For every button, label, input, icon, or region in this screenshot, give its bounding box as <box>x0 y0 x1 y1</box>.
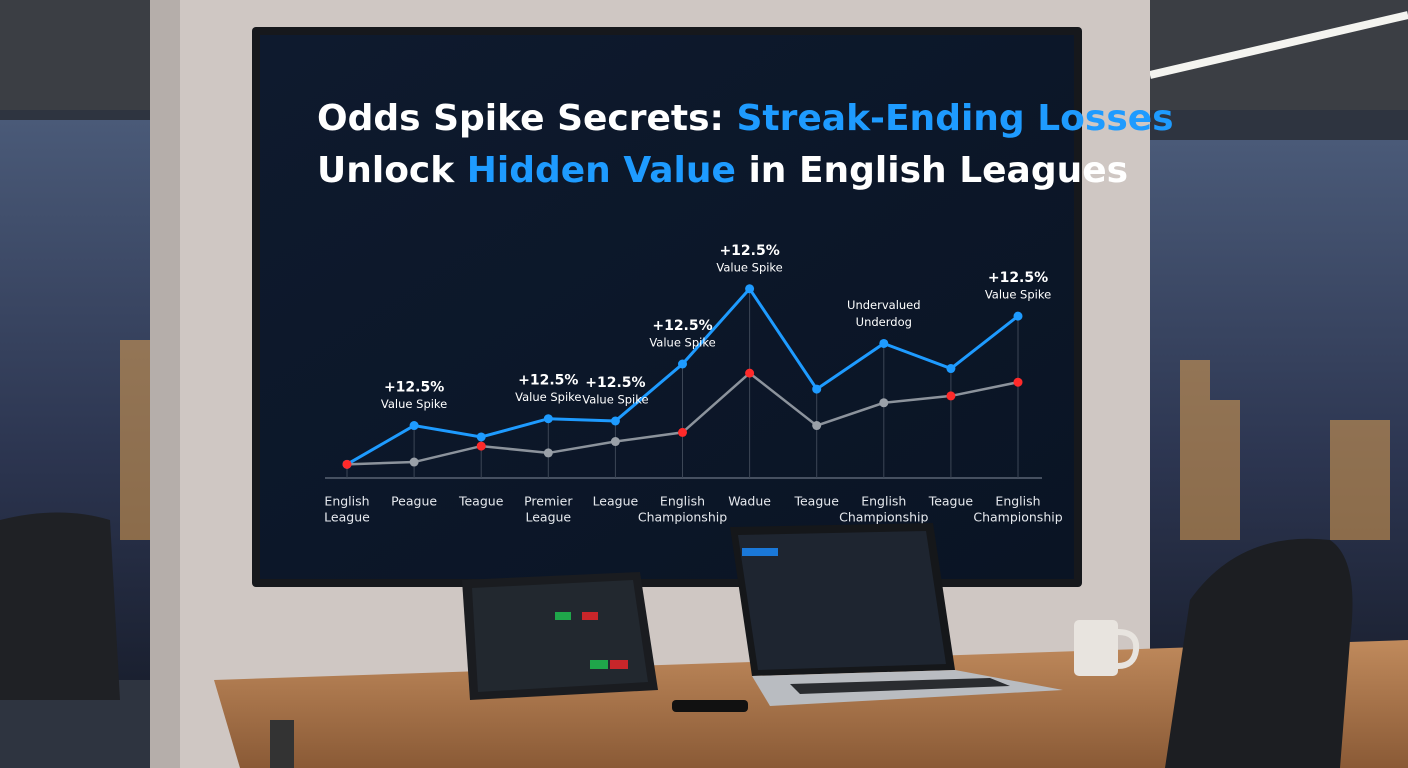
annotation: +12.5% <box>518 373 578 389</box>
title-line: Unlock Hidden Value in English Leagues <box>317 150 1128 191</box>
city-lights <box>120 340 1390 540</box>
laptop-tab <box>742 548 778 556</box>
x-tick-label: Championship <box>839 510 928 525</box>
x-tick-label: Teague <box>793 494 839 509</box>
keyboard <box>790 678 1010 694</box>
x-tick-label: English <box>324 494 369 509</box>
point <box>543 448 553 458</box>
title-segment: Odds Spike Secrets: <box>317 98 736 139</box>
x-tick-label: Teague <box>928 494 974 509</box>
annotation: Value Spike <box>649 336 715 350</box>
annotation: +12.5% <box>585 375 645 391</box>
annotation: Value Spike <box>985 288 1051 302</box>
annotation: +12.5% <box>719 243 779 259</box>
x-tick-label: League <box>525 510 571 525</box>
tablet-cells <box>582 612 628 669</box>
title-segment: Unlock <box>317 150 467 191</box>
annotation: +12.5% <box>652 318 712 334</box>
desk-leg <box>270 720 294 768</box>
annotation: Undervalued <box>847 298 921 312</box>
tablet-cells <box>555 612 608 669</box>
annotation: +12.5% <box>384 380 444 396</box>
point <box>946 391 956 401</box>
chair-left <box>0 512 120 700</box>
point <box>476 432 486 442</box>
annotation: Value Spike <box>716 260 782 274</box>
x-tick-label: Peague <box>391 494 437 509</box>
point <box>1013 311 1023 321</box>
point <box>678 359 687 369</box>
point <box>812 421 822 431</box>
mug-handle <box>1117 629 1140 669</box>
point <box>476 441 486 451</box>
mug <box>1074 620 1118 676</box>
point <box>543 414 553 424</box>
annotation: +12.5% <box>988 270 1048 286</box>
point <box>409 457 419 467</box>
tablet-screen <box>472 580 648 692</box>
point <box>342 459 352 469</box>
wall-edge <box>150 0 180 768</box>
annotation: Value Spike <box>381 397 447 411</box>
x-tick-label: League <box>324 510 370 525</box>
point <box>409 421 419 431</box>
x-tick-label: English <box>995 494 1040 509</box>
point <box>879 398 889 408</box>
tv-screen <box>260 35 1074 579</box>
ceiling-light <box>1149 11 1408 79</box>
annotation: Value Spike <box>515 390 581 404</box>
title-segment: in English Leagues <box>736 150 1128 191</box>
x-tick-label: Premier <box>524 494 573 509</box>
point <box>610 416 620 426</box>
point <box>946 364 956 374</box>
title-segment: Hidden Value <box>467 150 736 191</box>
point <box>745 368 755 378</box>
x-tick-label: English <box>861 494 906 509</box>
point <box>610 437 620 447</box>
phone <box>672 700 748 712</box>
x-tick-label: Wadue <box>728 494 771 509</box>
point <box>1013 377 1023 387</box>
x-tick-label: Championship <box>973 510 1062 525</box>
annotation: Value Spike <box>582 393 648 407</box>
annotation: Underdog <box>856 315 912 329</box>
title-line: Odds Spike Secrets: Streak-Ending Losses <box>317 98 1174 139</box>
point <box>745 284 755 294</box>
point <box>678 427 687 437</box>
title-segment: Streak-Ending Losses <box>736 98 1173 139</box>
x-tick-label: League <box>593 494 639 509</box>
chair <box>1165 538 1353 768</box>
point <box>812 384 822 394</box>
laptop-screen <box>738 531 946 670</box>
x-tick-label: Teague <box>458 494 504 509</box>
x-tick-label: Championship <box>638 510 727 525</box>
point <box>879 338 889 348</box>
x-tick-label: English <box>660 494 705 509</box>
